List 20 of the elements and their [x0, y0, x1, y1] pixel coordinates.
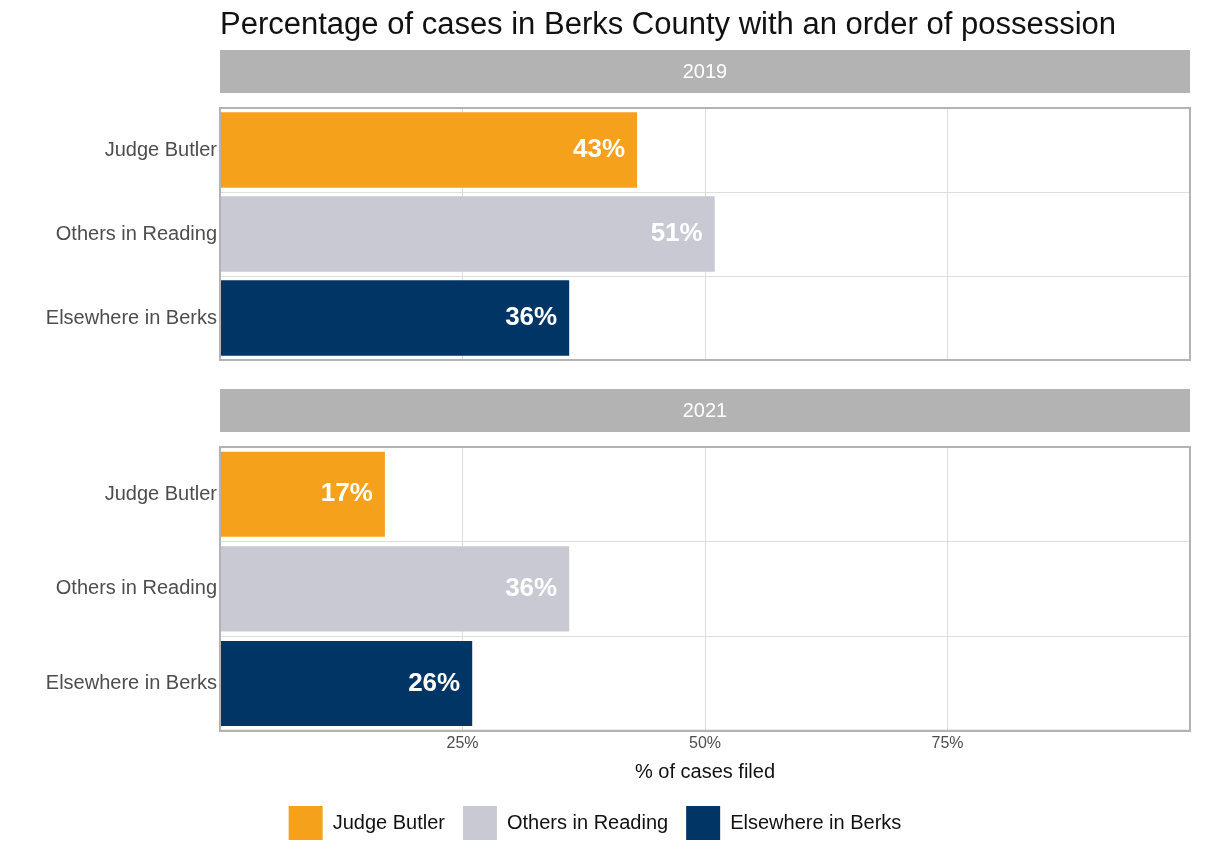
x-tick-label: 75%	[931, 733, 964, 751]
data-label: 26%	[408, 666, 461, 697]
x-tick-label: 50%	[688, 733, 722, 751]
data-label: 43%	[573, 133, 626, 164]
chart-title: Percentage of cases in Berks County with an order of possession	[220, 6, 1118, 43]
y-tick-label: Elsewhere in Berks	[45, 305, 217, 328]
y-tick-label: Judge Butler	[104, 137, 218, 160]
y-tick-label: Others in Reading	[55, 576, 217, 599]
y-tick-label: Judge Butler	[104, 481, 218, 504]
chart-subtitle: 2019	[220, 50, 1190, 93]
x-axis-title: % of cases filed	[634, 759, 776, 782]
y-tick-label: Elsewhere in Berks	[45, 671, 217, 694]
x-tick-label: 25%	[446, 733, 479, 751]
legend-label: Others in Reading	[506, 810, 669, 833]
y-tick-label: Others in Reading	[55, 221, 217, 244]
legend-label: Judge Butler	[332, 810, 446, 833]
data-label: 36%	[505, 301, 558, 332]
data-label: 17%	[320, 477, 373, 508]
chart-subtitle: 2021	[220, 389, 1190, 432]
legend-label: Elsewhere in Berks	[730, 810, 902, 833]
